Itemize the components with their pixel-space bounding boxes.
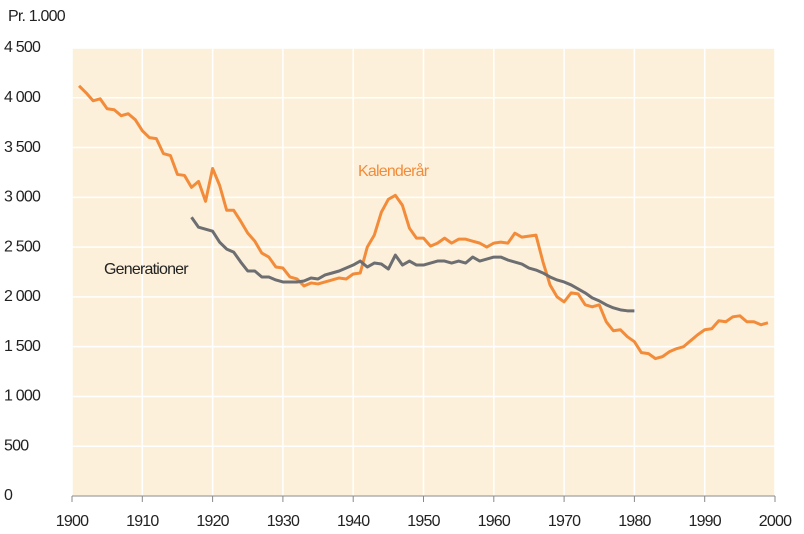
y-tick-label: 3 000 — [4, 189, 41, 206]
x-tick-label: 1900 — [56, 513, 89, 530]
y-tick-label: 0 — [4, 487, 13, 504]
x-tick-label: 1980 — [618, 513, 651, 530]
x-tick-label: 1960 — [478, 513, 511, 530]
y-tick-label: 1 000 — [4, 388, 41, 405]
y-tick-label: 2 000 — [4, 288, 41, 305]
label-generation: Generationer — [104, 261, 189, 278]
line-series — [190, 216, 635, 313]
y-axis-label: Pr. 1.000 — [8, 8, 66, 25]
x-tick-label: 1920 — [196, 513, 229, 530]
x-tick-label: 1990 — [688, 513, 721, 530]
y-tick-label: 4 000 — [4, 89, 41, 106]
y-tick-label: 3 500 — [4, 139, 41, 156]
x-tick-label: 1930 — [267, 513, 300, 530]
y-tick-label: 1 500 — [4, 338, 41, 355]
x-tick-label: 1940 — [337, 513, 370, 530]
x-tick-label: 1910 — [126, 513, 159, 530]
x-tick-label: 1970 — [548, 513, 581, 530]
x-tick-label: 2000 — [759, 513, 792, 530]
y-tick-label: 4 500 — [4, 39, 41, 56]
x-tick-label: 1950 — [407, 513, 440, 530]
line-series — [77, 84, 769, 361]
label-kalender: Kalenderår — [358, 162, 430, 180]
y-tick-label: 500 — [4, 437, 29, 454]
y-tick-label: 2 500 — [4, 238, 41, 255]
